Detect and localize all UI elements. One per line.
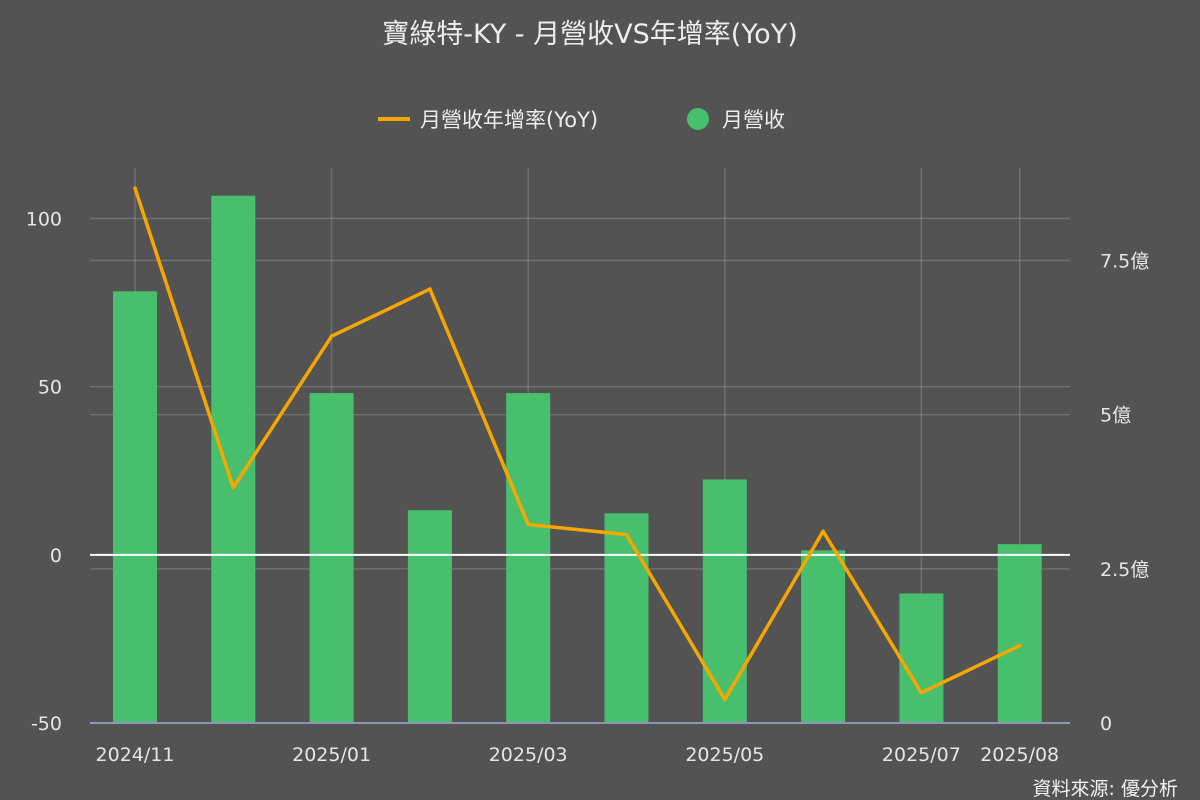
legend-bar-swatch [687,108,709,130]
yoy-point [821,529,825,534]
x-tick-label: 2025/05 [685,744,764,766]
yoy-point [231,485,236,490]
yoy-point [919,690,924,695]
revenue-bar [899,593,944,723]
yoy-point [428,287,432,291]
y-right-tick-label: 7.5億 [1100,251,1149,273]
x-tick-label: 2025/07 [882,744,961,766]
yoy-point [1017,643,1022,648]
yoy-point [133,186,137,190]
revenue-bar [997,544,1042,723]
yoy-point [624,532,629,537]
y-right-tick-label: 2.5億 [1100,559,1149,581]
x-tick-label: 2024/11 [96,744,175,766]
yoy-line [133,186,1022,702]
x-tick-label: 2025/08 [980,744,1059,766]
revenue-bar [506,393,551,723]
y-left-tick-label: 0 [50,545,62,567]
axes: -50 0 50 100 0 2.5億 5億 7.5億 2024/11 2025/01 2025/0… [26,208,1149,766]
revenue-bar [407,510,452,723]
y-left-tick-label: 100 [26,208,62,230]
revenue-bars [113,195,1042,723]
revenue-bar [309,393,354,723]
y-left-tick-label: -50 [31,713,62,735]
legend-revenue-label: 月營收 [722,108,785,132]
revenue-bar [604,513,649,723]
legend: 月營收年增率(YoY) 月營收 [378,108,785,132]
yoy-point [329,334,334,338]
chart-title: 寶綠特-KY - 月營收VS年增率(YoY) [382,19,797,50]
y-right-tick-label: 5億 [1100,405,1131,427]
revenue-bar [211,195,256,723]
y-left-tick-label: 50 [38,377,62,399]
legend-yoy-label: 月營收年增率(YoY) [420,108,598,132]
yoy-point [723,697,727,702]
revenue-bar [113,291,157,723]
yoy-point [526,522,530,527]
source-label: 資料來源: 優分析 [1033,778,1178,800]
y-right-tick-label: 0 [1100,713,1112,735]
revenue-bar [702,479,747,723]
yoy-line-path [133,187,1021,702]
x-tick-label: 2025/01 [292,744,371,766]
x-tick-label: 2025/03 [489,744,568,766]
revenue-bar [801,550,846,723]
